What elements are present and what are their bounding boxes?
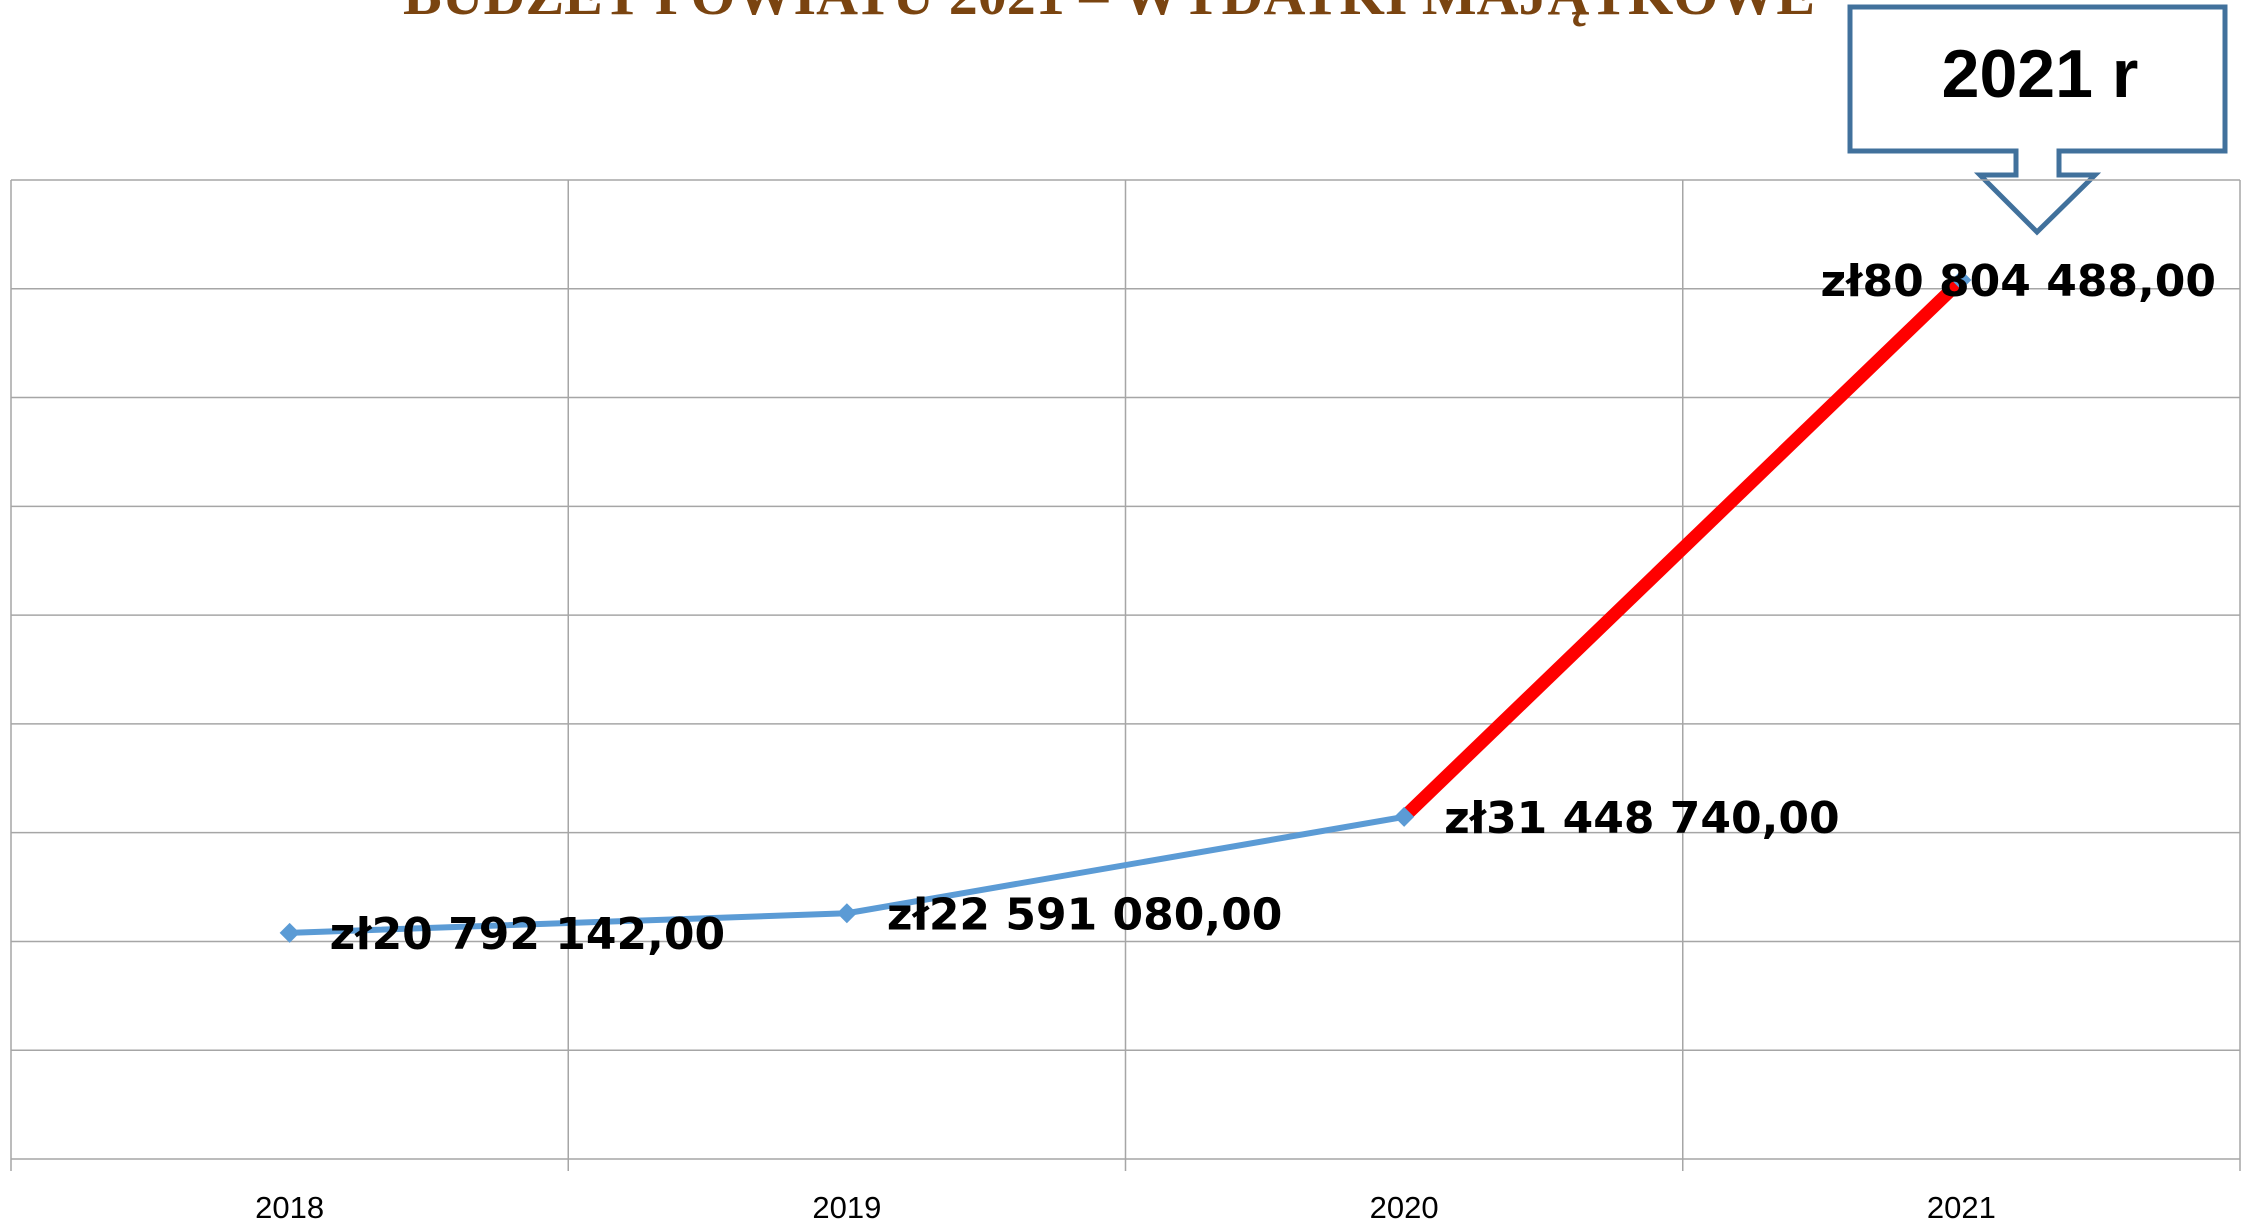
callout-shape bbox=[1847, 4, 2228, 236]
x-tick-label: 2020 bbox=[1370, 1190, 1439, 1221]
x-tick-label: 2018 bbox=[255, 1190, 324, 1221]
x-tick-label: 2019 bbox=[812, 1190, 881, 1221]
marker bbox=[279, 922, 300, 943]
chart-title: BUDŻET POWIATU 2021 – WYDATKI MAJĄTKOWE bbox=[403, 0, 1815, 27]
callout: 2021 r bbox=[1847, 4, 2228, 236]
marker bbox=[1394, 806, 1415, 827]
callout-text: 2021 r bbox=[1942, 36, 2139, 112]
line-segment bbox=[286, 910, 850, 936]
line-segment bbox=[1397, 273, 1968, 824]
x-tick-label: 2021 bbox=[1927, 1190, 1996, 1221]
data-label: zł80 804 488,00 bbox=[1821, 256, 2216, 307]
data-label: zł22 591 080,00 bbox=[887, 889, 1282, 940]
marker bbox=[1951, 270, 1972, 291]
data-label: zł20 792 142,00 bbox=[330, 909, 725, 960]
data-label: zł31 448 740,00 bbox=[1444, 793, 1839, 844]
marker bbox=[836, 903, 857, 924]
line-segment bbox=[843, 813, 1408, 917]
